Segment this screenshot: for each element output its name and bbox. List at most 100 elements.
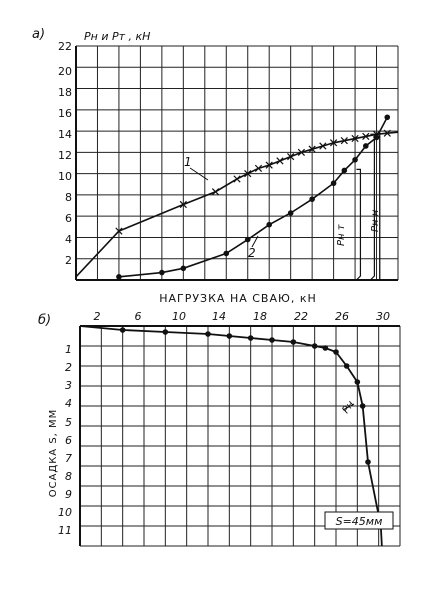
y-tick-label: 10 [58,506,72,519]
x-tick-label: 30 [376,310,390,323]
pn-bracket [369,133,375,281]
y-tick-label: 11 [58,524,72,537]
panel-a-label: а) [32,27,45,42]
series-2-point [244,236,251,243]
y-tick-label: 18 [58,86,72,99]
series-1-line [75,131,399,278]
panel-b-grid [79,325,401,547]
pn-bracket-label: Pн н [370,209,381,232]
load-brackets [356,132,381,281]
settlement-point [119,327,126,333]
panel-a: а) Pн и Pт , кН 22 20 18 16 14 12 10 8 6… [32,27,399,281]
y-tick-label: 22 [58,40,72,53]
settlement-point [359,403,366,409]
settlement-point [322,345,329,351]
series-2-point [116,274,122,280]
y-tick-label: 10 [58,170,72,183]
series-2-point [341,167,348,174]
settlement-point [269,337,275,343]
series-2-point [384,114,391,121]
series-2-point [266,221,273,228]
y-tick-label: 3 [65,379,72,392]
series-2-point [330,180,337,187]
y-tick-label: 2 [65,254,72,267]
series-1-point [351,134,359,143]
panel-a-ylabel: Pн и Pт , кН [84,30,150,43]
settlement-point [247,335,254,341]
y-tick-label: 2 [65,361,72,374]
settlement-point [365,459,371,465]
settlement-point [311,343,318,349]
panel-b-title: НАГРУЗКА НА СВАЮ, кН [159,292,317,305]
panel-b-ylabel: ОСАДКА S, ММ [48,409,59,498]
y-tick-label: 12 [58,149,72,162]
y-tick-label: 4 [65,397,72,410]
series-2-leader [251,235,259,248]
y-tick-label: 5 [65,416,72,429]
series-2-point [309,196,315,202]
series-1-point [383,129,391,137]
series-1-point [297,148,306,156]
series-2-point [352,157,358,163]
y-tick-label: 8 [65,470,72,483]
series-2-point [373,134,380,141]
pn-curve-leader [342,403,355,411]
series-1-point [308,145,316,153]
settlement-point [354,379,361,385]
series-1-leader [189,167,209,181]
y-tick-label: 6 [65,434,72,447]
y-tick-label: 16 [58,107,72,120]
panel-a-series [75,114,399,280]
series-1-point [287,152,295,161]
y-tick-label: 20 [58,65,72,78]
series-1-label: 1 [184,155,192,169]
series-1-point [329,139,338,147]
settlement-point [226,333,233,339]
series-1-point [233,175,241,183]
y-tick-label: 8 [65,191,72,204]
series-1-point [115,227,123,235]
settlement-point [343,363,350,369]
series-2-point [223,250,230,257]
x-tick-label: 10 [172,310,186,323]
series-1-point [319,142,327,150]
settlement-box-label: S=45мм [336,515,383,528]
pt-bracket [356,168,362,281]
panel-b-series [79,325,383,547]
x-tick-label: 18 [253,310,267,323]
y-tick-label: 7 [65,452,72,465]
panel-a-y-ticks: 22 20 18 16 14 12 10 8 6 4 2 [58,40,72,267]
settlement-point [333,349,339,355]
series-1-point [265,161,273,169]
series-2-point [287,210,294,216]
settlement-point [205,331,211,337]
y-tick-label: 4 [65,233,72,246]
series-1-point [244,170,252,178]
panel-b-label: б) [38,313,51,328]
panel-b: НАГРУЗКА НА СВАЮ, кН б) 2 6 10 14 18 22 … [38,292,401,547]
series-2-point [159,269,165,276]
series-1-point [254,164,263,172]
series-2-point [180,265,187,272]
settlement-box [324,511,394,530]
series-1-point [179,200,187,209]
panel-a-grid [75,45,399,281]
series-1-point [362,132,370,141]
x-tick-label: 22 [294,310,308,323]
series-1-point [276,157,284,165]
y-tick-label: 1 [65,343,72,356]
x-tick-label: 2 [94,310,101,323]
x-tick-label: 14 [212,310,226,323]
series-1-point [211,188,220,196]
panel-b-x-ticks: 2 6 10 14 18 22 26 30 [94,310,391,323]
x-tick-label: 26 [335,310,349,323]
y-tick-label: 14 [58,128,72,141]
series-2-point [363,143,369,149]
series-2-label: 2 [248,246,256,260]
settlement-point [162,329,169,335]
x-tick-label: 6 [135,310,142,323]
y-tick-label: 6 [65,212,72,225]
y-tick-label: 9 [65,488,72,501]
pt-bracket-label: Pн т [336,223,347,246]
